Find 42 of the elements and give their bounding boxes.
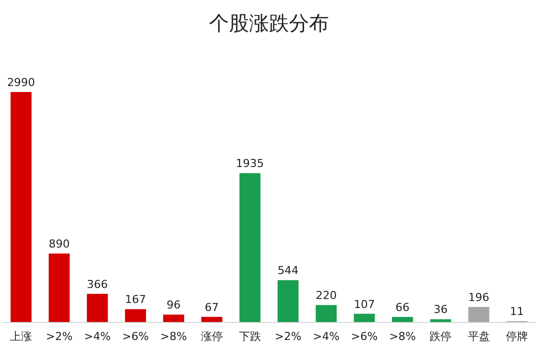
data-label: 167	[125, 293, 146, 306]
chart-title: 个股涨跌分布	[209, 11, 329, 35]
x-tick-label: >4%	[84, 330, 111, 343]
x-tick-label: 平盘	[468, 330, 490, 343]
bar	[86, 294, 108, 322]
bar	[278, 280, 299, 322]
data-label: 544	[278, 264, 299, 278]
bar	[48, 254, 70, 322]
x-tick-label: 跌停	[430, 330, 452, 343]
x-tick-label: >2%	[274, 330, 302, 343]
x-tick-label: >2%	[46, 330, 73, 343]
x-tick-label: >8%	[389, 330, 416, 343]
x-tick-label: >4%	[312, 330, 340, 343]
x-tick-label: 涨停	[200, 330, 223, 343]
bar	[163, 314, 184, 322]
bar	[201, 316, 222, 322]
data-label: 107	[354, 298, 375, 311]
data-label: 366	[86, 278, 108, 291]
bar	[10, 92, 32, 322]
bar	[468, 306, 490, 322]
data-label: 36	[434, 303, 448, 316]
data-label: 2990	[7, 76, 36, 89]
x-tick-label: 下跌	[238, 330, 261, 343]
bar	[354, 314, 375, 322]
x-tick-label: 上涨	[10, 330, 32, 343]
bar	[125, 309, 146, 322]
bar	[316, 305, 337, 322]
x-tick-label: >6%	[351, 330, 378, 343]
data-label: 67	[204, 300, 219, 314]
bar	[430, 319, 452, 322]
x-tick-label: >8%	[160, 330, 187, 343]
data-label: 96	[166, 298, 181, 312]
x-tick-label: 停牌	[506, 330, 528, 343]
data-label: 1935	[236, 157, 264, 170]
bar	[239, 173, 260, 322]
x-tick-label: >6%	[122, 330, 149, 343]
data-label: 196	[468, 290, 490, 304]
data-label: 11	[510, 305, 524, 318]
bar	[392, 316, 413, 322]
data-label: 66	[396, 300, 410, 314]
data-label: 220	[316, 289, 337, 302]
data-label: 890	[48, 238, 70, 251]
